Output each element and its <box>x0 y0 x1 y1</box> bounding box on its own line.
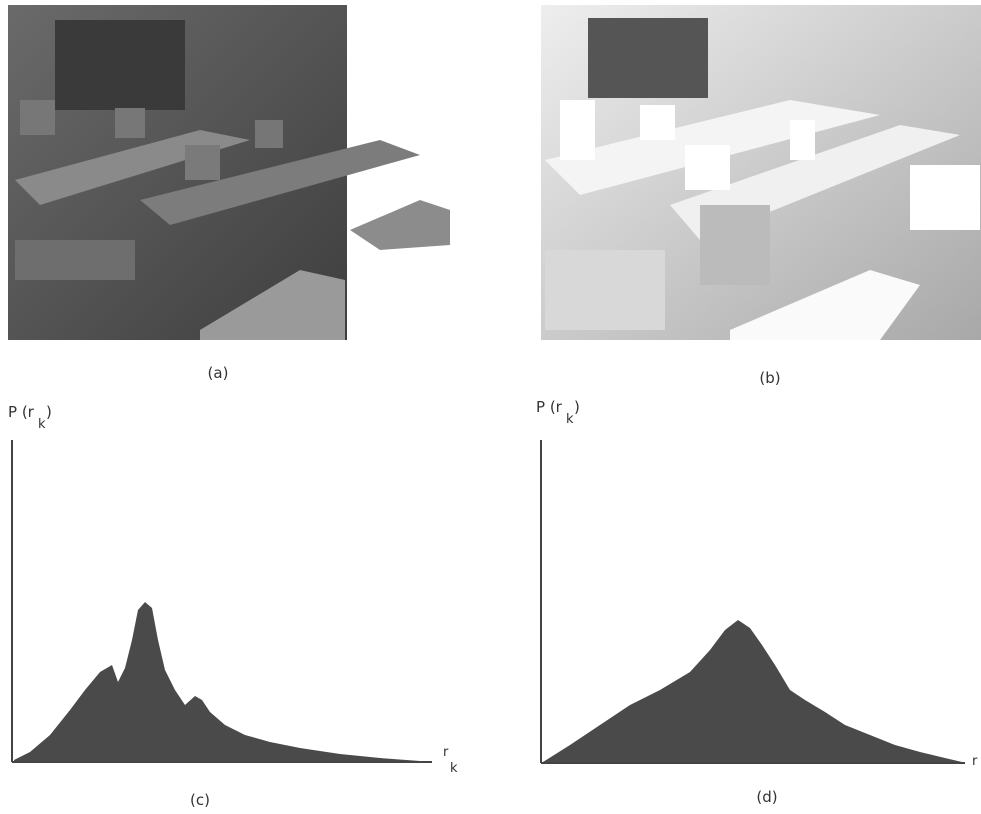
panel-label: (a) <box>208 364 229 382</box>
x-axis-label: r <box>972 754 978 769</box>
panel-label: (b) <box>759 369 780 387</box>
y-axis-label: P (r <box>8 403 35 421</box>
histogram-c <box>12 440 432 762</box>
y-axis-sub: k <box>566 412 574 427</box>
y-axis-label: P (r <box>536 398 563 416</box>
photo-a <box>8 5 450 340</box>
figure: (a) (b) P (r k ) r k (c) P (r k ) r (d) <box>0 0 981 814</box>
histogram-d <box>541 440 965 763</box>
photo-b <box>541 5 981 340</box>
panel-label: (c) <box>190 791 210 809</box>
x-axis-sub: k <box>450 761 458 776</box>
panel-label: (d) <box>756 788 777 806</box>
y-axis-close: ) <box>46 403 52 421</box>
x-axis-label: r <box>443 745 449 760</box>
y-axis-sub: k <box>38 417 46 432</box>
y-axis-close: ) <box>574 398 580 416</box>
